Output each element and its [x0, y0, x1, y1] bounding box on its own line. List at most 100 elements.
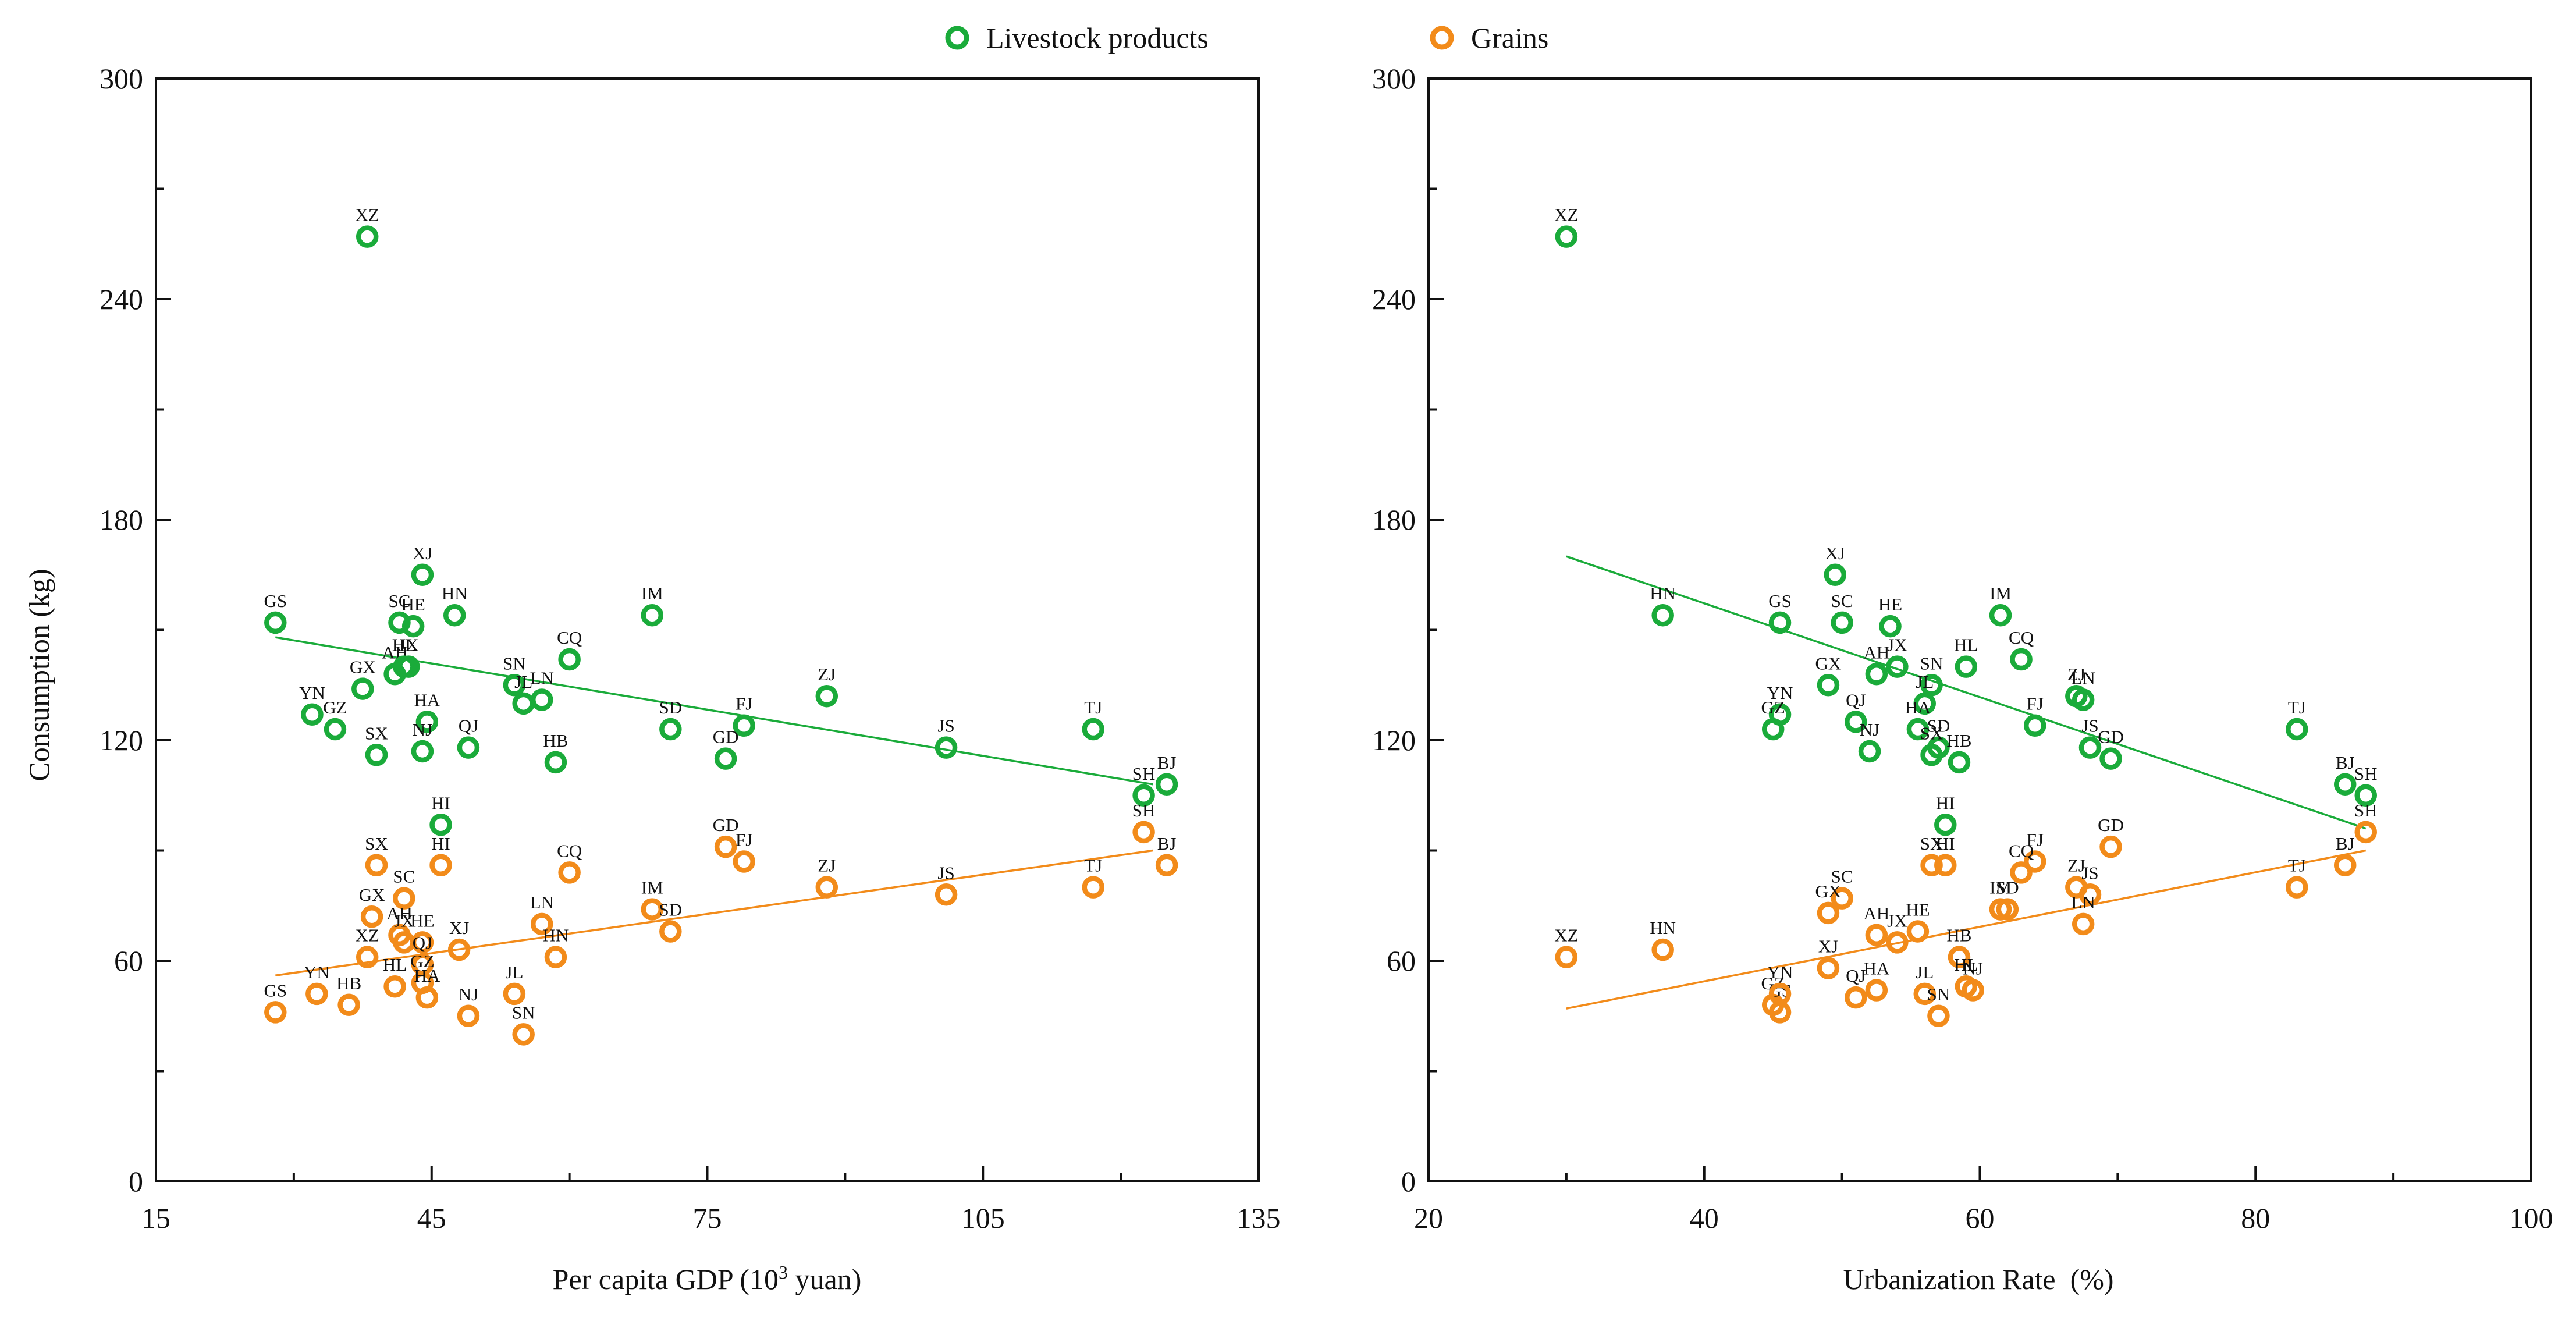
left-livestock-point-label-hl: HL: [392, 635, 416, 655]
left-grains-point-label-gz: GZ: [410, 951, 434, 971]
right-livestock-point-label-jx: JX: [1887, 635, 1907, 655]
right-y-tick-label: 60: [1387, 944, 1416, 977]
left-x-axis-title-main: Per capita GDP (10: [553, 1263, 779, 1295]
left-grains-point-label-sd: SD: [659, 899, 683, 919]
left-grains-point-xj: [447, 938, 471, 961]
right-livestock-point-im: [1989, 603, 2012, 627]
left-grains-point-label-gx: GX: [359, 885, 385, 905]
left-grains-point-gd: [714, 835, 737, 858]
right-grains-point-bj: [2333, 854, 2357, 877]
left-grains-point-nj: [457, 1004, 480, 1027]
right-grains-point-ln: [2072, 912, 2095, 936]
left-grains-point-label-ah: AH: [386, 903, 413, 924]
right-livestock-point-cq: [2010, 648, 2033, 671]
left-grains-point-label-cq: CQ: [557, 840, 582, 861]
right-livestock-point-label-hn: HN: [1650, 583, 1676, 603]
left-grains-point-hb: [337, 993, 360, 1017]
left-grains-point-label-im: IM: [641, 878, 663, 898]
left-livestock-point-sd: [659, 718, 682, 741]
left-livestock-point-hb: [544, 751, 567, 774]
left-grains-point-ln: [531, 912, 553, 936]
left-grains-point-sh: [1132, 821, 1155, 844]
right-grains-point-sn: [1927, 1004, 1950, 1027]
left-grains-point-label-ln: LN: [530, 892, 554, 912]
left-grains-point-label-bj: BJ: [1157, 833, 1177, 854]
left-grains-point-label-tj: TJ: [1084, 855, 1102, 876]
left-livestock-point-label-js: JS: [937, 716, 954, 736]
right-livestock-point-label-jl: JL: [1916, 672, 1934, 692]
left-livestock-point-jx: [397, 655, 420, 678]
left-grains-point-he: [411, 931, 434, 954]
left-livestock-point-gx: [351, 677, 374, 700]
right-livestock-point-label-sd: SD: [1927, 716, 1950, 736]
left-grains-point-js: [935, 883, 958, 906]
right-grains-point-label-ln: LN: [2071, 892, 2095, 912]
right-livestock-point-label-fj: FJ: [2027, 694, 2044, 714]
left-livestock-point-ha: [415, 711, 439, 733]
left-livestock-point-label-sx: SX: [365, 723, 388, 743]
right-y-tick-label: 120: [1372, 724, 1416, 757]
right-livestock-point-label-hb: HB: [1946, 730, 1971, 751]
right-livestock-point-ah: [1865, 663, 1888, 686]
right-grains-point-label-sh: SH: [2354, 800, 2378, 821]
left-grains-point-sn: [512, 1023, 535, 1046]
left-grains-point-label-hl: HL: [383, 954, 407, 975]
left-livestock-point-ln: [531, 688, 553, 711]
right-y-tick-label: 300: [1372, 62, 1416, 95]
right-grains-point-he: [1906, 920, 1930, 943]
right-grains-point-hb: [1948, 946, 1971, 968]
left-grains-point-label-nj: NJ: [459, 984, 478, 1004]
left-grains-point-label-gd: GD: [713, 815, 739, 835]
right-livestock-point-bj: [2333, 773, 2357, 796]
right-grains-point-label-sn: SN: [1927, 984, 1950, 1004]
right-grains-point-qj: [1845, 986, 1867, 1009]
right-grains-point-gd: [2099, 835, 2122, 858]
right-livestock-point-label-cq: CQ: [2009, 627, 2034, 648]
left-livestock-point-qj: [457, 736, 480, 759]
left-grains-point-jl: [503, 982, 526, 1006]
left-livestock-point-cq: [558, 648, 581, 671]
right-grains-point-label-hl: HL: [1954, 954, 1978, 975]
left-y-tick-label: 300: [100, 62, 143, 95]
right-livestock-point-js: [2078, 736, 2102, 759]
left-grains-point-gx: [360, 905, 383, 928]
left-x-tick-label: 15: [141, 1202, 170, 1234]
left-livestock-trend-line: [275, 636, 1153, 786]
left-grains-point-label-fj: FJ: [736, 829, 752, 850]
left-grains-point-hi: [429, 854, 452, 877]
left-livestock-point-label-ln: LN: [530, 668, 554, 688]
left-livestock-point-gd: [714, 747, 737, 770]
left-livestock-point-gz: [324, 718, 347, 741]
right-x-tick-label: 80: [2241, 1202, 2270, 1234]
left-livestock-point-im: [641, 603, 663, 627]
right-grains-point-sh: [2354, 821, 2377, 844]
left-grains-point-gs: [264, 1001, 287, 1024]
right-grains-point-gx: [1817, 901, 1840, 925]
right-grains-point-yn: [1768, 982, 1792, 1006]
left-livestock-point-label-jx: JX: [399, 635, 418, 655]
right-grains-point-label-tj: TJ: [2288, 855, 2306, 876]
right-livestock-point-label-xz: XZ: [1554, 205, 1578, 225]
right-livestock-point-qj: [1845, 711, 1867, 733]
right-grains-point-label-jx: JX: [1887, 910, 1907, 931]
left-livestock-point-label-gx: GX: [350, 657, 376, 677]
right-y-tick-label: 0: [1401, 1165, 1416, 1198]
left-x-axis-title-sup: 3: [779, 1262, 788, 1283]
right-livestock-point-label-sc: SC: [1831, 591, 1853, 611]
left-x-axis-title-tail: yuan): [788, 1263, 861, 1295]
left-y-tick-label: 120: [100, 724, 143, 757]
left-grains-point-label-he: HE: [410, 910, 434, 931]
left-grains-point-fj: [733, 850, 755, 873]
left-grains-point-ha: [415, 986, 439, 1009]
right-grains-point-label-js: JS: [2081, 862, 2098, 883]
left-livestock-point-label-xj: XJ: [413, 543, 432, 563]
right-grains-point-label-ha: HA: [1863, 958, 1889, 979]
right-grains-point-js: [2078, 883, 2102, 906]
left-grains-point-label-sc: SC: [393, 867, 415, 887]
right-x-tick-label: 60: [1966, 1202, 1995, 1234]
right-livestock-point-gz: [1761, 718, 1785, 741]
left-y-tick-label: 0: [129, 1165, 143, 1198]
left-livestock-point-label-ha: HA: [414, 690, 440, 710]
